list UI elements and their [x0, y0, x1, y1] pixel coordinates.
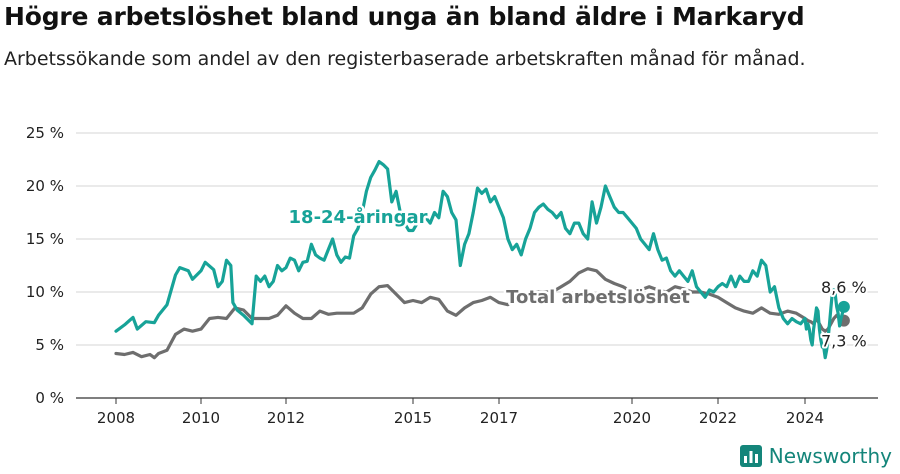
x-tick-label: 2010: [182, 409, 220, 427]
brand-logo: Newsworthy: [739, 444, 892, 468]
y-tick-label: 0 %: [35, 389, 64, 407]
end-label-youth: 8,6 %: [821, 278, 867, 297]
newsworthy-logo-icon: [739, 445, 762, 467]
x-tick-label: 2024: [786, 409, 824, 427]
axes: 0 % 5 % 10 % 15 % 20 % 25 % 2008 2010 2012 2015 20…: [26, 124, 824, 427]
x-tick-label: 2008: [97, 409, 135, 427]
series-line-total: [114, 267, 846, 360]
series-label-total: Total arbetslöshet: [506, 287, 690, 308]
x-tick-label: 2022: [699, 409, 737, 427]
x-tick-label: 2017: [480, 409, 518, 427]
chart-subtitle: Arbetssökande som andel av den registerb…: [4, 48, 806, 70]
annotations: 18-24-åringar Total arbetslöshet 8,6 % 7…: [286, 204, 869, 353]
brand-name: Newsworthy: [768, 444, 892, 468]
series-label-youth: 18-24-åringar: [289, 206, 428, 228]
end-point-youth: [837, 300, 850, 313]
x-tick-label: 2012: [267, 409, 305, 427]
y-tick-label: 10 %: [26, 283, 64, 301]
y-tick-label: 25 %: [26, 124, 64, 142]
y-tick-label: 20 %: [26, 177, 64, 195]
x-tick-label: 2015: [394, 409, 432, 427]
y-tick-label: 5 %: [35, 336, 64, 354]
x-tick-label: 2020: [613, 409, 651, 427]
series-lines: [114, 160, 850, 360]
end-label-total: 7,3 %: [821, 332, 867, 351]
chart-title: Högre arbetslöshet bland unga än bland ä…: [4, 2, 805, 31]
gridlines: [76, 132, 878, 399]
y-tick-label: 15 %: [26, 230, 64, 248]
series-line-youth: [114, 160, 846, 360]
